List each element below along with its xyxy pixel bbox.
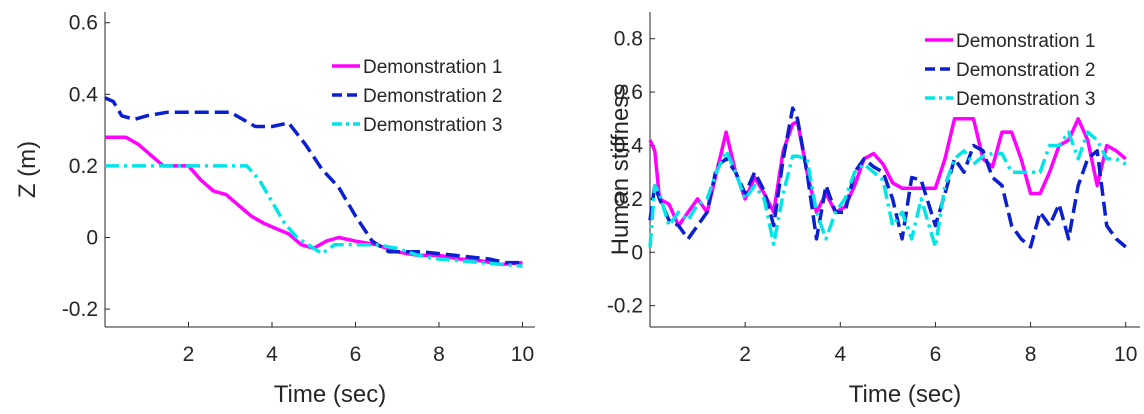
y-axis-label: Human stiffness [607,84,634,256]
x-tick-label: 8 [1025,343,1037,366]
chart-human-stiffness: 2 4 6 8 10 -0.2 0 0.2 0.4 0.6 0.8 Time (sec) Human s… [607,12,1140,408]
legend-label-1: Demonstration 1 [956,31,1095,52]
x-tick-label: 4 [834,343,846,366]
legend-label-1: Demonstration 1 [363,57,502,78]
series-line-3 [105,164,523,268]
series-line-1 [648,117,1127,228]
x-tick-label: 10 [1114,343,1137,366]
y-tick-label: 0.4 [69,83,99,106]
series-line-1 [105,135,523,267]
y-axis-label: Z (m) [14,141,41,198]
x-tick-label: 6 [350,343,362,366]
y-tick-label: 0.2 [69,155,98,178]
y-tick-label: 0.2 [614,188,643,211]
y-tick-label: 0.4 [614,134,644,157]
y-tick-label: -0.2 [607,295,643,318]
y-tick-label: 0.6 [614,81,643,104]
legend-label-3: Demonstration 3 [956,89,1095,110]
series-line-2 [104,96,523,265]
x-tick-label: 2 [739,343,751,366]
series-line-2 [648,106,1127,249]
y-tick-label: 0.8 [614,28,643,51]
x-tick-label: 8 [433,343,445,366]
legend-label-3: Demonstration 3 [363,115,502,136]
series-line-3 [648,130,1127,249]
x-tick-label: 2 [183,343,195,366]
x-axis-label: Time (sec) [274,381,386,408]
x-tick-label: 4 [266,343,278,366]
y-tick-label: 0.6 [69,12,98,35]
legend-label-2: Demonstration 2 [363,86,502,107]
x-tick-label: 6 [930,343,942,366]
y-tick-label: 0 [86,227,98,250]
x-tick-label: 10 [511,343,534,366]
legend-label-2: Demonstration 2 [956,60,1095,81]
y-tick-label: 0 [631,241,643,264]
y-tick-label: -0.2 [62,298,98,321]
x-axis-label: Time (sec) [849,381,961,408]
chart-z-position: 2 4 6 8 10 -0.2 0 0.2 0.4 0.6 Time (sec) Z (m) Demon… [14,12,535,408]
